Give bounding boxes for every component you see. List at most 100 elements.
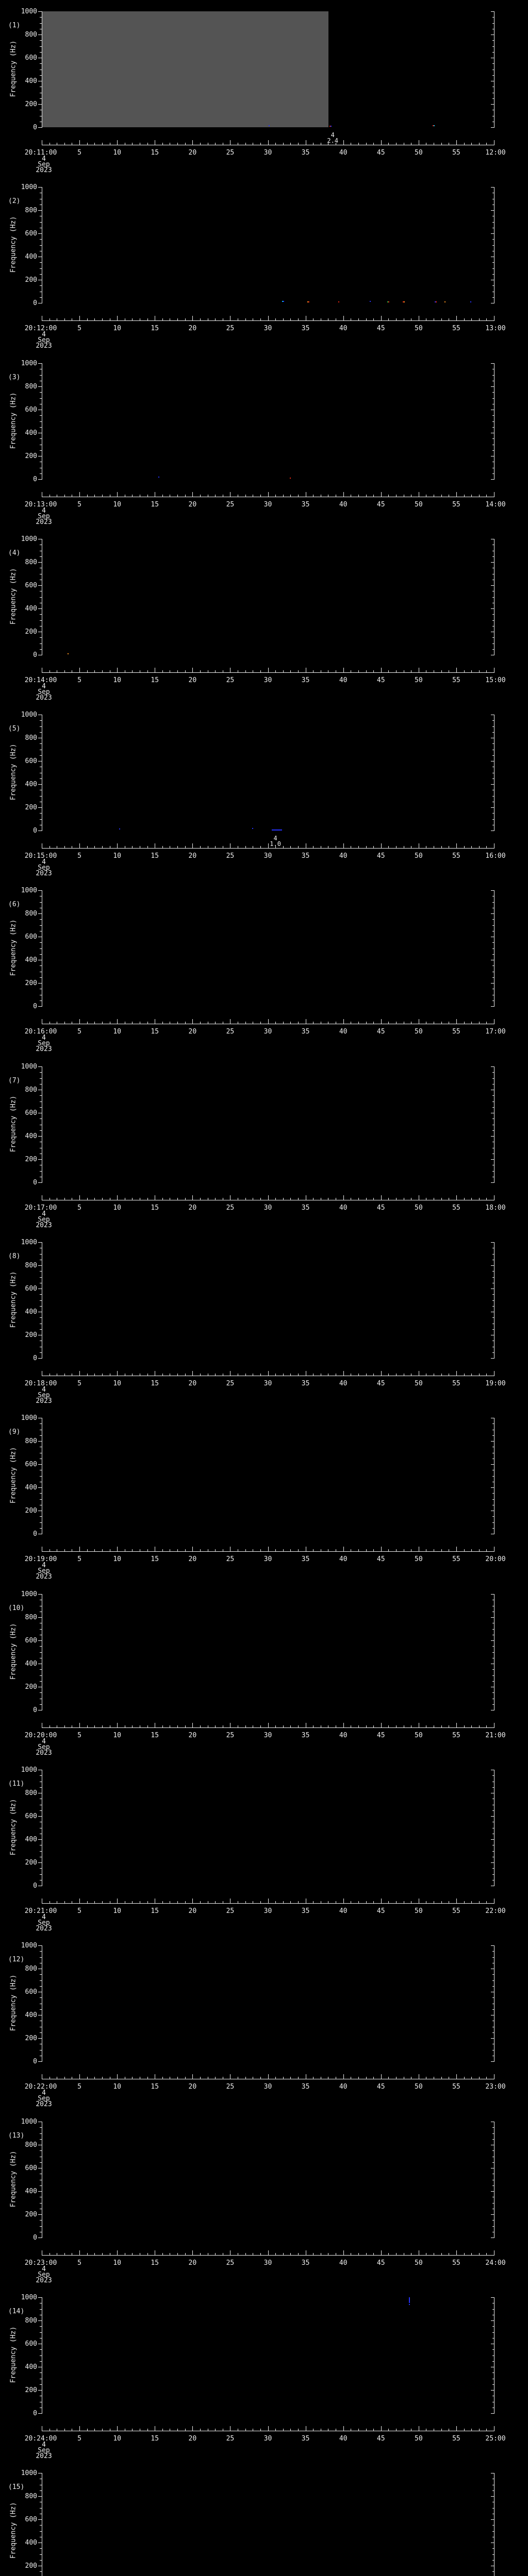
y-tick	[40, 2525, 42, 2526]
y-tick	[38, 2390, 42, 2391]
y-tick	[38, 2320, 42, 2321]
x-tick	[373, 318, 374, 320]
x-tick	[177, 1901, 178, 1903]
y-tick	[38, 2214, 42, 2215]
x-tick	[298, 670, 299, 672]
x-tick-label: 35	[301, 149, 310, 157]
x-tick	[177, 670, 178, 672]
x-tick	[343, 1547, 344, 1551]
y-tick	[38, 608, 42, 609]
y-tick	[38, 386, 42, 387]
x-tick	[395, 2077, 397, 2079]
x-tick	[313, 1901, 314, 1903]
x-tick	[215, 318, 216, 320]
y-tick	[38, 363, 42, 364]
y-tick-right	[492, 274, 494, 275]
y-tick	[40, 2548, 42, 2549]
y-tick-label: 0	[33, 2058, 37, 2065]
x-tick	[290, 2429, 291, 2431]
x-tick	[268, 140, 269, 145]
x-tick	[192, 1899, 193, 1903]
y-tick-right	[492, 2150, 494, 2151]
x-tick	[162, 670, 163, 672]
y-tick-right	[492, 2032, 494, 2033]
y-tick-label: 600	[25, 406, 37, 414]
x-tick	[478, 1022, 480, 1024]
x-tick	[388, 2077, 389, 2079]
date-label: 4	[42, 1913, 46, 1921]
y-tick	[40, 473, 42, 474]
x-tick	[373, 1549, 374, 1551]
x-tick-label: 15	[151, 501, 159, 509]
y-tick-label: 0	[33, 827, 37, 835]
y-tick-right	[492, 948, 494, 949]
y-tick	[40, 1253, 42, 1255]
x-tick-label: 35	[301, 1732, 310, 1739]
x-tick	[102, 1198, 103, 1200]
y-tick	[40, 2139, 42, 2140]
x-tick	[215, 143, 216, 145]
x-tick	[162, 143, 163, 145]
x-tick	[268, 316, 269, 320]
x-tick	[275, 1022, 276, 1024]
x-tick	[64, 1725, 65, 1727]
y-tick-right	[491, 233, 494, 234]
x-tick-label: 50	[415, 1732, 423, 1739]
panel-number-label: (4)	[8, 549, 21, 557]
x-tick	[343, 1899, 344, 1903]
x-tick	[441, 1198, 442, 1200]
y-tick	[38, 2038, 42, 2039]
y-tick-label: 600	[25, 2164, 37, 2172]
x-tick	[94, 1374, 95, 1376]
x-tick	[87, 670, 88, 672]
x-tick	[486, 495, 487, 497]
x-tick-label: 35	[301, 1204, 310, 1212]
y-tick	[40, 2162, 42, 2163]
y-tick	[40, 1317, 42, 1318]
event-dot	[387, 301, 389, 302]
x-tick	[117, 1547, 118, 1551]
x-tick	[162, 1022, 163, 1024]
x-tick	[245, 2253, 246, 2255]
x-tick	[478, 143, 480, 145]
x-tick	[388, 846, 389, 848]
x-tick	[102, 846, 103, 848]
panel-number-label: (6)	[8, 901, 21, 908]
y-tick	[40, 2202, 42, 2204]
x-tick	[464, 1549, 465, 1551]
x-tick-label: 55	[452, 1907, 460, 1915]
x-tick-label: 45	[376, 676, 385, 684]
y-tick-right	[492, 23, 494, 24]
y-tick-right	[491, 2496, 494, 2497]
panel-number-label: (2)	[8, 197, 21, 205]
x-tick	[464, 318, 465, 320]
y-tick	[40, 1072, 42, 1073]
x-tick	[268, 1195, 269, 1200]
x-tick	[147, 2429, 148, 2431]
y-tick-label: 800	[25, 1437, 37, 1445]
y-tick-label: 0	[33, 1354, 37, 1362]
y-tick	[40, 450, 42, 451]
y-tick	[38, 1136, 42, 1137]
y-tick-label: 800	[25, 734, 37, 742]
y-tick	[40, 1810, 42, 1811]
x-tick	[471, 1374, 472, 1376]
x-tick	[245, 1198, 246, 1200]
y-tick-right	[492, 2133, 494, 2134]
y-tick-label: 600	[25, 1812, 37, 1820]
x-tick	[177, 2429, 178, 2431]
x-tick	[268, 1723, 269, 1727]
x-tick	[64, 2429, 65, 2431]
x-tick-label: 20	[188, 1204, 197, 1212]
y-tick-right	[492, 2220, 494, 2221]
x-tick	[162, 495, 163, 497]
y-tick-right	[491, 608, 494, 609]
x-tick	[283, 495, 284, 497]
event-dot	[388, 301, 390, 302]
x-tick	[94, 1725, 95, 1727]
event-dot	[444, 301, 446, 303]
y-tick-right	[491, 1159, 494, 1160]
y-tick-right	[492, 1646, 494, 1647]
y-tick	[40, 2507, 42, 2509]
y-tick-label: 400	[25, 77, 37, 85]
